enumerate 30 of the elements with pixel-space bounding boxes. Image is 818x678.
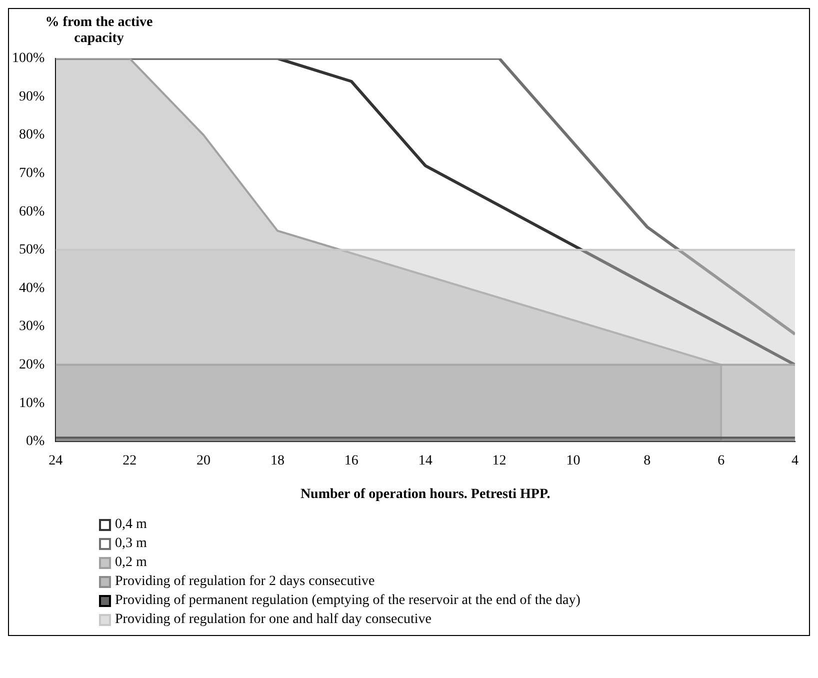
y-tick-label: 0% — [26, 434, 45, 450]
legend-label: 0,4 m — [115, 516, 147, 534]
x-tick-label: 16 — [344, 453, 358, 468]
x-tick-label: 20 — [196, 453, 211, 468]
y-tick-label: 80% — [18, 128, 45, 143]
x-tick-label: 14 — [418, 453, 432, 468]
legend-label: 0,2 m — [115, 554, 147, 572]
x-tick-label: 4 — [792, 453, 798, 468]
x-tick-label: 6 — [718, 453, 725, 468]
x-axis-title: Number of operation hours. Petresti HPP. — [300, 487, 550, 502]
x-tick-label: 10 — [566, 453, 580, 468]
y-tick-label: 50% — [18, 242, 45, 258]
y-tick-label: 40% — [18, 280, 45, 296]
legend-label: Providing of regulation for 2 days consecutive — [115, 573, 375, 591]
y-axis-title: % from the active capacity — [44, 15, 154, 47]
y-tick-label: 30% — [18, 319, 45, 334]
y-tick-label: 100% — [12, 51, 45, 66]
y-tick-label: 20% — [18, 357, 45, 372]
y-tick-label: 60% — [18, 204, 45, 220]
x-tick-label: 8 — [644, 453, 651, 468]
x-tick-label: 24 — [48, 453, 63, 468]
x-tick-label: 18 — [270, 453, 284, 468]
legend-label: Providing of regulation for one and half day consecutive — [115, 611, 432, 629]
y-tick-label: 90% — [18, 89, 45, 104]
y-tick-label: 70% — [18, 166, 45, 181]
legend-label: 0,3 m — [115, 535, 147, 553]
x-tick-label: 22 — [122, 453, 137, 468]
x-tick-label: 12 — [492, 453, 506, 468]
legend-label: Providing of permanent regulation (emptying of the reservoir at the end of the day) — [115, 592, 580, 610]
y-tick-label: 10% — [18, 396, 45, 411]
